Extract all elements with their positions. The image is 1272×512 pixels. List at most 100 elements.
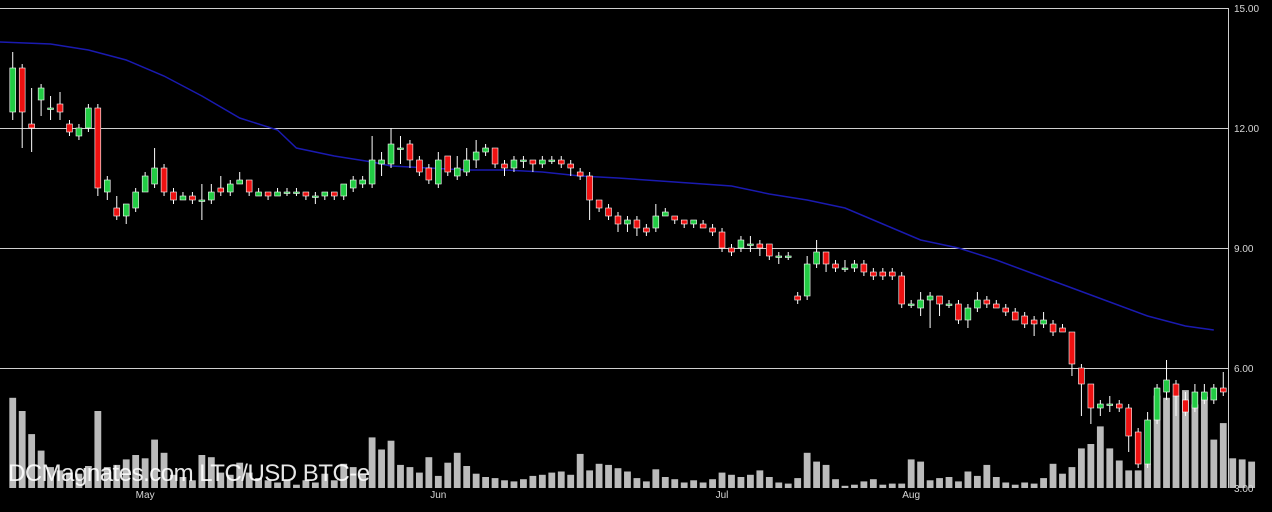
volume-bar bbox=[9, 397, 17, 488]
volume-bar bbox=[784, 483, 792, 488]
candle-body bbox=[785, 255, 792, 258]
moving-average-line bbox=[0, 41, 1214, 331]
candle-body bbox=[18, 67, 26, 113]
candle-body bbox=[1172, 383, 1180, 397]
candle bbox=[624, 216, 631, 232]
candle bbox=[47, 96, 54, 120]
volume-bar bbox=[482, 477, 490, 488]
volume-bar bbox=[869, 479, 877, 488]
candle bbox=[113, 196, 120, 220]
volume-bar bbox=[274, 482, 281, 488]
candle-body bbox=[1078, 367, 1085, 385]
candle-body bbox=[1049, 323, 1057, 333]
candle bbox=[104, 176, 111, 200]
candle bbox=[1125, 404, 1132, 452]
volume-bar bbox=[189, 480, 196, 488]
candle bbox=[501, 160, 508, 176]
candle-body bbox=[813, 251, 820, 265]
candle bbox=[614, 212, 622, 232]
volume-bar bbox=[936, 478, 943, 488]
candle bbox=[9, 52, 16, 120]
candle-body bbox=[539, 159, 546, 165]
volume-bar bbox=[66, 472, 73, 488]
candle-body bbox=[860, 263, 868, 273]
candle bbox=[472, 140, 480, 168]
candle bbox=[1191, 384, 1199, 412]
volume-bar bbox=[860, 481, 868, 488]
chart-title: DCMagnates.com LTC/USD BTC-e bbox=[8, 460, 370, 487]
candle bbox=[1030, 316, 1038, 336]
candle-body bbox=[567, 163, 574, 169]
candle-body bbox=[349, 179, 357, 189]
candle-body bbox=[208, 191, 215, 201]
volume-bar bbox=[349, 467, 357, 488]
candle-body bbox=[47, 107, 54, 110]
candle bbox=[709, 224, 716, 236]
candle-body bbox=[293, 191, 300, 194]
candle-body bbox=[945, 303, 953, 306]
candle-body bbox=[56, 103, 64, 113]
volume-bar bbox=[832, 479, 839, 488]
candle bbox=[983, 296, 991, 308]
volume-bar bbox=[28, 434, 36, 488]
volume-bar bbox=[264, 480, 272, 488]
candle bbox=[416, 156, 423, 176]
candle bbox=[217, 176, 225, 196]
candle-body bbox=[690, 219, 697, 225]
candle bbox=[680, 219, 688, 228]
y-tick-label: 6.00 bbox=[1234, 364, 1254, 375]
candle bbox=[482, 144, 489, 156]
candle-body bbox=[766, 243, 773, 257]
volume-bar bbox=[1115, 460, 1123, 488]
candle-body bbox=[151, 167, 158, 185]
candle bbox=[794, 292, 801, 304]
volume-bar bbox=[841, 485, 849, 488]
volume-bar bbox=[501, 480, 508, 488]
volume-bar bbox=[122, 459, 130, 488]
volume-bar bbox=[1096, 426, 1104, 488]
volume-bar bbox=[1134, 470, 1142, 488]
volume-bar bbox=[746, 474, 754, 488]
candle-body bbox=[756, 243, 764, 249]
volume-bar bbox=[1078, 448, 1085, 488]
candle-body bbox=[321, 191, 329, 197]
candle bbox=[841, 260, 849, 272]
candle-body bbox=[794, 295, 801, 301]
candle-body bbox=[340, 183, 347, 197]
candle bbox=[453, 156, 461, 180]
volume-bar bbox=[1059, 473, 1066, 488]
candle-body bbox=[652, 215, 660, 229]
candle bbox=[340, 183, 347, 200]
candle-body bbox=[491, 147, 499, 165]
candle bbox=[1068, 331, 1076, 376]
candle bbox=[293, 188, 300, 196]
volume-bar bbox=[1200, 396, 1208, 488]
volume-bar bbox=[453, 452, 461, 488]
candle bbox=[945, 300, 953, 308]
candle bbox=[567, 160, 574, 176]
volume-bar bbox=[728, 474, 735, 488]
volume-bar bbox=[236, 462, 244, 488]
volume-bar bbox=[1219, 423, 1227, 488]
volume-bar bbox=[387, 440, 395, 488]
volume-bar bbox=[1172, 395, 1180, 488]
volume-bar bbox=[1068, 467, 1076, 488]
candle bbox=[520, 156, 527, 168]
candle-body bbox=[122, 203, 130, 217]
candle-body bbox=[189, 195, 196, 201]
candle-body bbox=[643, 227, 650, 233]
volume-bar bbox=[822, 464, 830, 488]
volume-bar bbox=[415, 472, 423, 488]
candle-body bbox=[917, 299, 924, 309]
volume-bar bbox=[945, 477, 953, 488]
candle bbox=[283, 188, 291, 196]
candle-body bbox=[841, 267, 849, 270]
volume-bar bbox=[463, 466, 471, 488]
candle-body bbox=[803, 263, 811, 297]
candle bbox=[690, 219, 697, 228]
candle bbox=[605, 204, 612, 220]
volume-bar bbox=[642, 481, 650, 488]
candle bbox=[851, 260, 858, 272]
candle bbox=[860, 260, 868, 276]
candle-body bbox=[198, 199, 206, 202]
